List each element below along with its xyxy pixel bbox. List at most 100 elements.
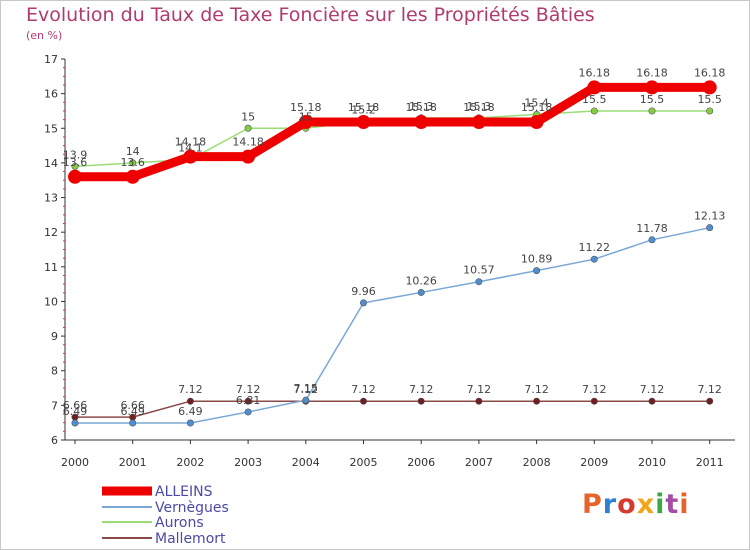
- data-point: [706, 107, 714, 115]
- data-point: [186, 397, 194, 405]
- data-label: 15.5: [697, 93, 722, 106]
- data-label: 15: [241, 110, 255, 123]
- data-point: [302, 396, 310, 404]
- data-point: [244, 124, 252, 132]
- data-label: 7.15: [294, 382, 319, 395]
- legend-label: Vernègues: [155, 500, 229, 516]
- data-point: [533, 397, 541, 405]
- data-label: 15.3: [467, 100, 492, 113]
- data-point: [590, 255, 598, 263]
- x-tick-label: 2007: [465, 456, 493, 469]
- data-label: 15.3: [409, 100, 434, 113]
- x-tick-label: 2010: [638, 456, 666, 469]
- x-tick-label: 2004: [292, 456, 320, 469]
- data-label: 15.5: [640, 93, 665, 106]
- data-label: 7.12: [294, 383, 319, 396]
- data-label: 7.12: [640, 383, 665, 396]
- chart-title: Evolution du Taux de Taxe Foncière sur l…: [26, 4, 595, 26]
- logo-letter: i: [655, 489, 666, 520]
- data-label: 7.12: [351, 383, 376, 396]
- axes: 6 7 8 9 10 11 12 13 14 15 16 17 2000 2001 2002 2003 2004…: [44, 53, 735, 469]
- data-label: 15.4: [524, 96, 549, 109]
- y-tick-label: 12: [44, 226, 58, 239]
- data-label: 7.12: [697, 383, 722, 396]
- x-tick-label: 2009: [580, 456, 608, 469]
- data-point: [417, 288, 425, 296]
- data-label: 15.18: [521, 101, 553, 114]
- data-label: 15.5: [582, 93, 607, 106]
- data-point: [706, 224, 714, 232]
- proxiti-logo: Proxiti: [582, 489, 690, 520]
- series-line-vernègues: [74, 226, 711, 424]
- series-line-mallemort: [74, 400, 711, 418]
- data-label: 6.66: [120, 399, 145, 412]
- x-tick-label: 2001: [119, 456, 147, 469]
- x-tick-label: 2000: [61, 456, 89, 469]
- logo-letter: t: [665, 489, 680, 520]
- data-label: 7.12: [524, 383, 549, 396]
- data-point: [71, 162, 79, 170]
- data-point: [244, 408, 252, 416]
- x-tick-label: 2005: [350, 456, 378, 469]
- data-label: 12.13: [694, 210, 726, 223]
- legend-label: Aurons: [155, 515, 204, 531]
- data-label: 15.18: [405, 101, 437, 114]
- data-label: 6.49: [178, 405, 203, 418]
- data-point: [590, 397, 598, 405]
- data-labels-layer: 6.66 6.66 7.12 7.12 7.12 7.12 7.12 7.12 7.12 7.12…: [63, 66, 726, 418]
- data-point: [648, 236, 656, 244]
- data-point: [359, 299, 367, 307]
- data-point: [533, 267, 541, 275]
- logo-letter: r: [602, 489, 618, 520]
- data-point: [359, 397, 367, 405]
- data-label: 16.18: [694, 66, 726, 79]
- data-label: 14.1: [178, 141, 203, 154]
- data-label: 15.2: [351, 103, 376, 116]
- data-point: [475, 397, 483, 405]
- data-label: 13.9: [63, 148, 88, 161]
- data-label: 15: [299, 110, 313, 123]
- data-label: 10.26: [405, 274, 437, 287]
- data-label: 13.6: [120, 156, 145, 169]
- data-label: 15.18: [290, 101, 322, 114]
- data-label: 6.81: [236, 394, 261, 407]
- data-label: 11.78: [636, 222, 668, 235]
- logo-letter: i: [679, 489, 690, 520]
- x-tick-label: 2003: [234, 456, 262, 469]
- data-point: [475, 278, 483, 286]
- logo-letter: o: [617, 489, 637, 520]
- data-label: 6.66: [63, 399, 88, 412]
- data-label: 6.49: [120, 405, 145, 418]
- data-point: [129, 419, 137, 427]
- data-point: [183, 149, 198, 164]
- y-tick-label: 11: [44, 261, 58, 274]
- data-point: [417, 397, 425, 405]
- y-tick-label: 15: [44, 122, 58, 135]
- y-tick-label: 7: [51, 399, 58, 412]
- data-label: 16.18: [579, 66, 611, 79]
- logo-letter: P: [582, 489, 603, 520]
- x-tick-label: 2008: [523, 456, 551, 469]
- logo-letter: x: [636, 489, 656, 520]
- data-point: [186, 419, 194, 427]
- data-point: [241, 149, 256, 164]
- data-point: [129, 159, 137, 167]
- x-tick-label: 2011: [696, 456, 724, 469]
- data-point: [645, 80, 659, 95]
- data-label: 14.18: [232, 136, 264, 149]
- data-point: [706, 397, 714, 405]
- y-tick-label: 16: [44, 88, 58, 101]
- series-layer: [68, 80, 717, 427]
- data-point: [648, 397, 656, 405]
- legend-label: Mallemort: [155, 531, 226, 547]
- x-tick-label: 2002: [176, 456, 204, 469]
- y-tick-label: 13: [44, 192, 58, 205]
- chart-subtitle: (en %): [26, 29, 63, 42]
- data-label: 14.18: [175, 136, 207, 149]
- data-point: [529, 115, 544, 130]
- y-tick-label: 10: [44, 295, 58, 308]
- data-point: [244, 397, 252, 405]
- y-tick-label: 17: [44, 53, 58, 66]
